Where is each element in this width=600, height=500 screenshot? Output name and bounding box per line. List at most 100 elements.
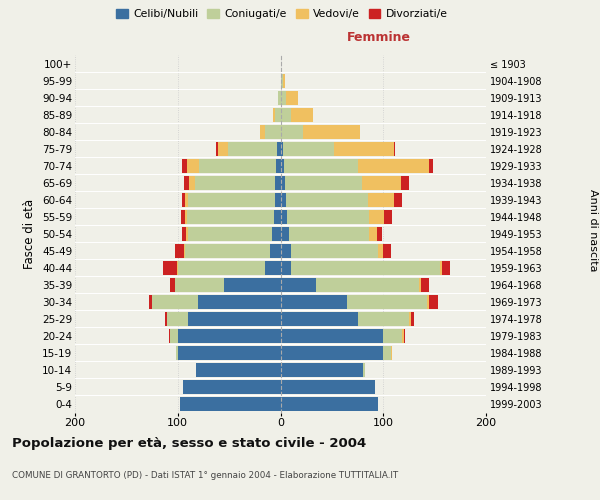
Bar <box>278 90 281 104</box>
Bar <box>363 363 365 377</box>
Bar <box>178 346 281 360</box>
Bar <box>286 192 368 206</box>
Bar <box>274 210 281 224</box>
Bar <box>169 329 170 343</box>
Bar <box>291 108 313 122</box>
Bar <box>281 108 291 122</box>
Bar <box>404 329 405 343</box>
Bar <box>281 397 378 411</box>
Bar <box>316 278 419 292</box>
Bar <box>187 158 199 172</box>
Bar <box>152 295 199 309</box>
Bar <box>281 261 291 275</box>
Bar <box>216 142 218 156</box>
Text: Anni di nascita: Anni di nascita <box>588 188 598 271</box>
Bar <box>182 192 185 206</box>
Bar <box>272 227 281 240</box>
Bar <box>270 244 281 258</box>
Bar <box>347 295 427 309</box>
Bar <box>199 158 277 172</box>
Bar <box>383 244 391 258</box>
Bar <box>281 158 284 172</box>
Bar <box>378 244 383 258</box>
Bar <box>149 295 152 309</box>
Bar <box>188 312 281 326</box>
Text: Femmine: Femmine <box>347 32 411 44</box>
Legend: Celibi/Nubili, Coniugati/e, Vedovi/e, Divorziati/e: Celibi/Nubili, Coniugati/e, Vedovi/e, Di… <box>112 4 452 24</box>
Bar <box>281 346 383 360</box>
Bar <box>188 227 272 240</box>
Bar <box>189 176 195 190</box>
Bar <box>170 329 178 343</box>
Bar <box>383 346 391 360</box>
Bar <box>218 142 228 156</box>
Bar <box>178 261 265 275</box>
Bar <box>260 124 265 138</box>
Bar <box>275 108 281 122</box>
Bar <box>284 176 362 190</box>
Bar <box>177 261 178 275</box>
Y-axis label: Fasce di età: Fasce di età <box>23 198 37 269</box>
Bar <box>281 227 289 240</box>
Bar <box>184 244 185 258</box>
Bar <box>182 158 187 172</box>
Bar <box>281 142 283 156</box>
Bar <box>176 346 178 360</box>
Bar <box>178 329 281 343</box>
Bar <box>281 278 316 292</box>
Bar <box>199 295 281 309</box>
Bar <box>274 108 275 122</box>
Bar <box>224 278 281 292</box>
Bar <box>281 176 284 190</box>
Bar <box>185 210 187 224</box>
Bar <box>442 261 450 275</box>
Bar <box>187 210 274 224</box>
Bar <box>184 176 189 190</box>
Bar <box>170 278 175 292</box>
Bar <box>185 244 270 258</box>
Bar <box>281 124 303 138</box>
Bar <box>358 312 409 326</box>
Bar <box>166 312 167 326</box>
Bar <box>368 192 394 206</box>
Bar <box>287 210 369 224</box>
Bar <box>265 124 281 138</box>
Bar <box>186 227 188 240</box>
Bar <box>281 312 358 326</box>
Bar <box>281 363 363 377</box>
Bar <box>362 176 401 190</box>
Bar <box>167 312 188 326</box>
Bar <box>334 142 394 156</box>
Bar <box>286 90 298 104</box>
Text: Popolazione per età, sesso e stato civile - 2004: Popolazione per età, sesso e stato civil… <box>12 438 366 450</box>
Bar <box>195 176 275 190</box>
Bar <box>283 142 334 156</box>
Bar <box>394 142 395 156</box>
Bar <box>411 312 414 326</box>
Bar <box>402 329 404 343</box>
Bar <box>163 261 177 275</box>
Bar <box>175 244 184 258</box>
Bar <box>281 380 375 394</box>
Bar <box>175 278 224 292</box>
Bar <box>303 124 359 138</box>
Bar <box>430 158 433 172</box>
Bar <box>430 295 438 309</box>
Bar <box>281 210 287 224</box>
Bar <box>440 261 442 275</box>
Bar <box>383 329 402 343</box>
Bar <box>291 244 378 258</box>
Bar <box>283 74 284 88</box>
Bar <box>421 278 430 292</box>
Bar <box>277 158 281 172</box>
Bar <box>196 363 281 377</box>
Bar <box>291 261 440 275</box>
Bar <box>369 210 384 224</box>
Bar <box>275 192 281 206</box>
Bar <box>427 295 430 309</box>
Bar <box>384 210 392 224</box>
Bar <box>358 158 430 172</box>
Bar <box>281 192 286 206</box>
Bar <box>275 176 281 190</box>
Bar <box>182 227 186 240</box>
